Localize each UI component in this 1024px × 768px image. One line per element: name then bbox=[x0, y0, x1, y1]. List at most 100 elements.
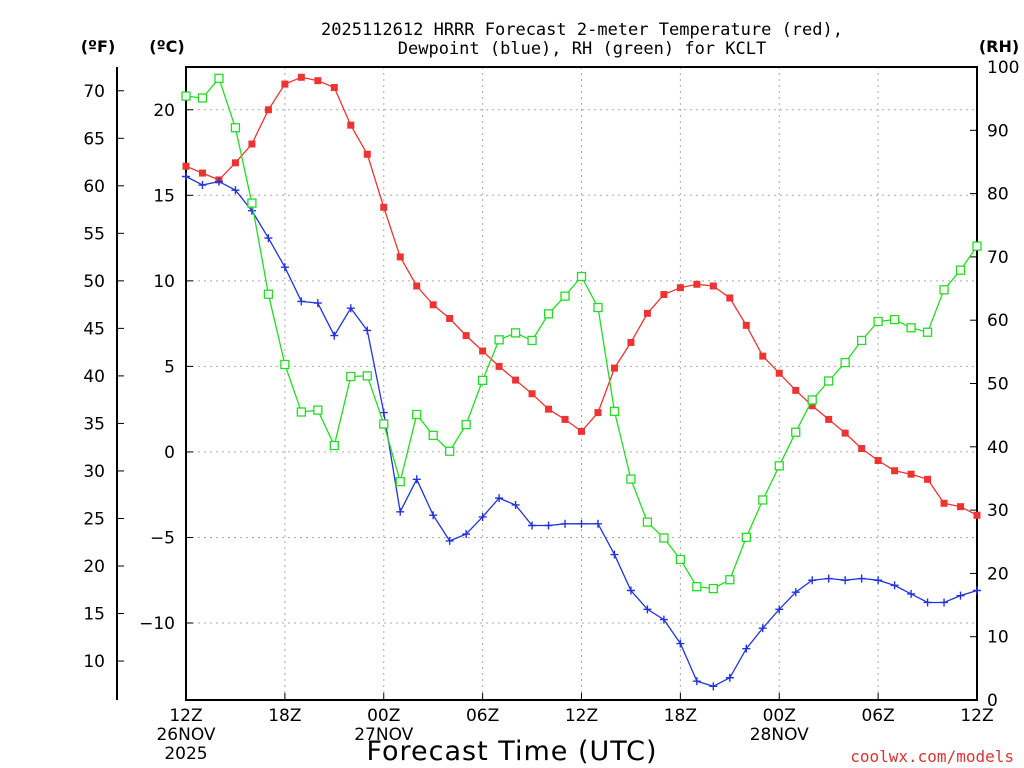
rh-point bbox=[807, 395, 817, 405]
celsius-tick-label: −5 bbox=[150, 528, 175, 548]
dewpoint-point bbox=[692, 677, 701, 686]
rh-tick-label: 30 bbox=[987, 501, 1009, 521]
rh-point bbox=[708, 583, 718, 594]
rh-point bbox=[197, 93, 208, 103]
dewpoint-point bbox=[396, 507, 405, 516]
temperature-point bbox=[676, 284, 684, 292]
rh-point bbox=[922, 327, 933, 337]
fahrenheit-axis-label: (ºF) bbox=[81, 37, 116, 56]
temperature-point bbox=[462, 332, 470, 340]
temperature-point bbox=[561, 415, 569, 423]
temperature-point bbox=[429, 301, 437, 309]
rh-point bbox=[527, 335, 537, 346]
rh-point bbox=[230, 123, 241, 133]
fahrenheit-tick-label: 55 bbox=[83, 224, 105, 244]
fahrenheit-tick-label: 70 bbox=[83, 82, 105, 102]
fahrenheit-tick-label: 50 bbox=[83, 272, 105, 292]
rh-tick-label: 60 bbox=[987, 311, 1009, 331]
date-label: 28NOV bbox=[750, 725, 809, 745]
rh-point bbox=[791, 427, 801, 437]
dewpoint-point bbox=[297, 297, 306, 306]
temperature-point bbox=[957, 503, 965, 511]
grid-lines bbox=[186, 67, 977, 700]
temperature-point bbox=[594, 409, 602, 417]
x-axis-title: Forecast Time (UTC) bbox=[366, 736, 657, 767]
rh-point bbox=[263, 289, 274, 299]
temperature-point bbox=[841, 429, 849, 437]
dewpoint-point bbox=[214, 177, 223, 186]
temperature-point bbox=[973, 511, 981, 519]
chart-title-line-1: 2025112612 HRRR Forecast 2-meter Tempera… bbox=[321, 20, 843, 40]
dewpoint-point bbox=[890, 581, 899, 590]
rh-tick-label: 70 bbox=[987, 248, 1009, 268]
chart-title-line-2: Dewpoint (blue), RH (green) for KCLT bbox=[398, 39, 766, 59]
time-tick-label: 06Z bbox=[861, 706, 894, 726]
temperature-point bbox=[709, 282, 717, 290]
rh-point bbox=[214, 73, 224, 84]
fahrenheit-tick-label: 35 bbox=[83, 414, 105, 434]
dewpoint-point bbox=[182, 172, 190, 181]
rh-point bbox=[741, 532, 751, 542]
rh-point bbox=[576, 271, 587, 282]
temperature-point bbox=[198, 169, 206, 177]
dewpoint-point bbox=[528, 521, 537, 530]
fahrenheit-tick-label: 30 bbox=[83, 462, 105, 482]
fahrenheit-axis: 70 65 60 55 50 45 40 35 30 25 20 15 10 bbox=[83, 82, 124, 672]
dewpoint-point bbox=[659, 615, 668, 624]
temperature-point bbox=[627, 338, 635, 346]
celsius-tick-label: 0 bbox=[164, 443, 175, 463]
rh-point bbox=[477, 375, 488, 385]
temperature-point bbox=[314, 77, 322, 85]
rh-tick-label: 50 bbox=[987, 375, 1009, 395]
fahrenheit-tick-label: 10 bbox=[83, 652, 105, 672]
rh-point bbox=[642, 517, 653, 527]
rh-point bbox=[626, 474, 636, 484]
temperature-point bbox=[742, 321, 750, 329]
temperature-point bbox=[907, 470, 915, 478]
dewpoint-point bbox=[247, 206, 256, 215]
rh-point bbox=[510, 328, 521, 338]
rh-point bbox=[725, 575, 735, 585]
temperature-point bbox=[693, 280, 701, 288]
rh-tick-label: 40 bbox=[987, 438, 1009, 458]
dewpoint-point bbox=[709, 682, 718, 691]
rh-point bbox=[840, 357, 850, 368]
rh-point bbox=[296, 407, 307, 417]
temperature-point bbox=[363, 150, 371, 158]
temperature-point bbox=[726, 294, 734, 302]
time-tick-label: 12Z bbox=[565, 706, 598, 726]
temperature-point bbox=[940, 499, 948, 507]
dewpoint-point bbox=[791, 588, 800, 597]
time-tick-label: 06Z bbox=[466, 706, 499, 726]
temperature-point bbox=[479, 347, 487, 355]
time-tick-label: 00Z bbox=[367, 706, 400, 726]
dewpoint-point bbox=[462, 530, 471, 539]
temperature-point bbox=[874, 456, 882, 464]
temperature-point bbox=[643, 309, 651, 317]
temperature-point bbox=[330, 84, 338, 92]
temperature-point bbox=[578, 427, 585, 435]
temperature-point bbox=[775, 369, 783, 377]
temperature-point bbox=[446, 314, 454, 322]
credit-text: coolwx.com/models bbox=[850, 747, 1014, 766]
dewpoint-point bbox=[495, 494, 504, 503]
rh-point bbox=[280, 359, 290, 370]
rh-point bbox=[494, 335, 504, 345]
rh-point bbox=[692, 582, 702, 592]
rh-point bbox=[379, 419, 389, 429]
rh-tick-label: 0 bbox=[987, 691, 998, 711]
plot-frame bbox=[185, 66, 978, 701]
celsius-axis-label: (ºC) bbox=[149, 37, 184, 56]
temperature-point bbox=[924, 475, 932, 483]
rh-point bbox=[675, 554, 686, 565]
fahrenheit-tick-label: 15 bbox=[83, 605, 105, 625]
rh-point bbox=[873, 316, 883, 327]
rh-point bbox=[560, 291, 570, 301]
rh-tick-label: 20 bbox=[987, 564, 1009, 584]
rh-tick-label: 100 bbox=[987, 58, 1019, 78]
celsius-axis: 20 15 10 5 0 −5 −10 bbox=[139, 101, 193, 634]
rh-point bbox=[593, 302, 603, 313]
temperature-point bbox=[660, 291, 668, 299]
rh-point bbox=[181, 91, 191, 101]
